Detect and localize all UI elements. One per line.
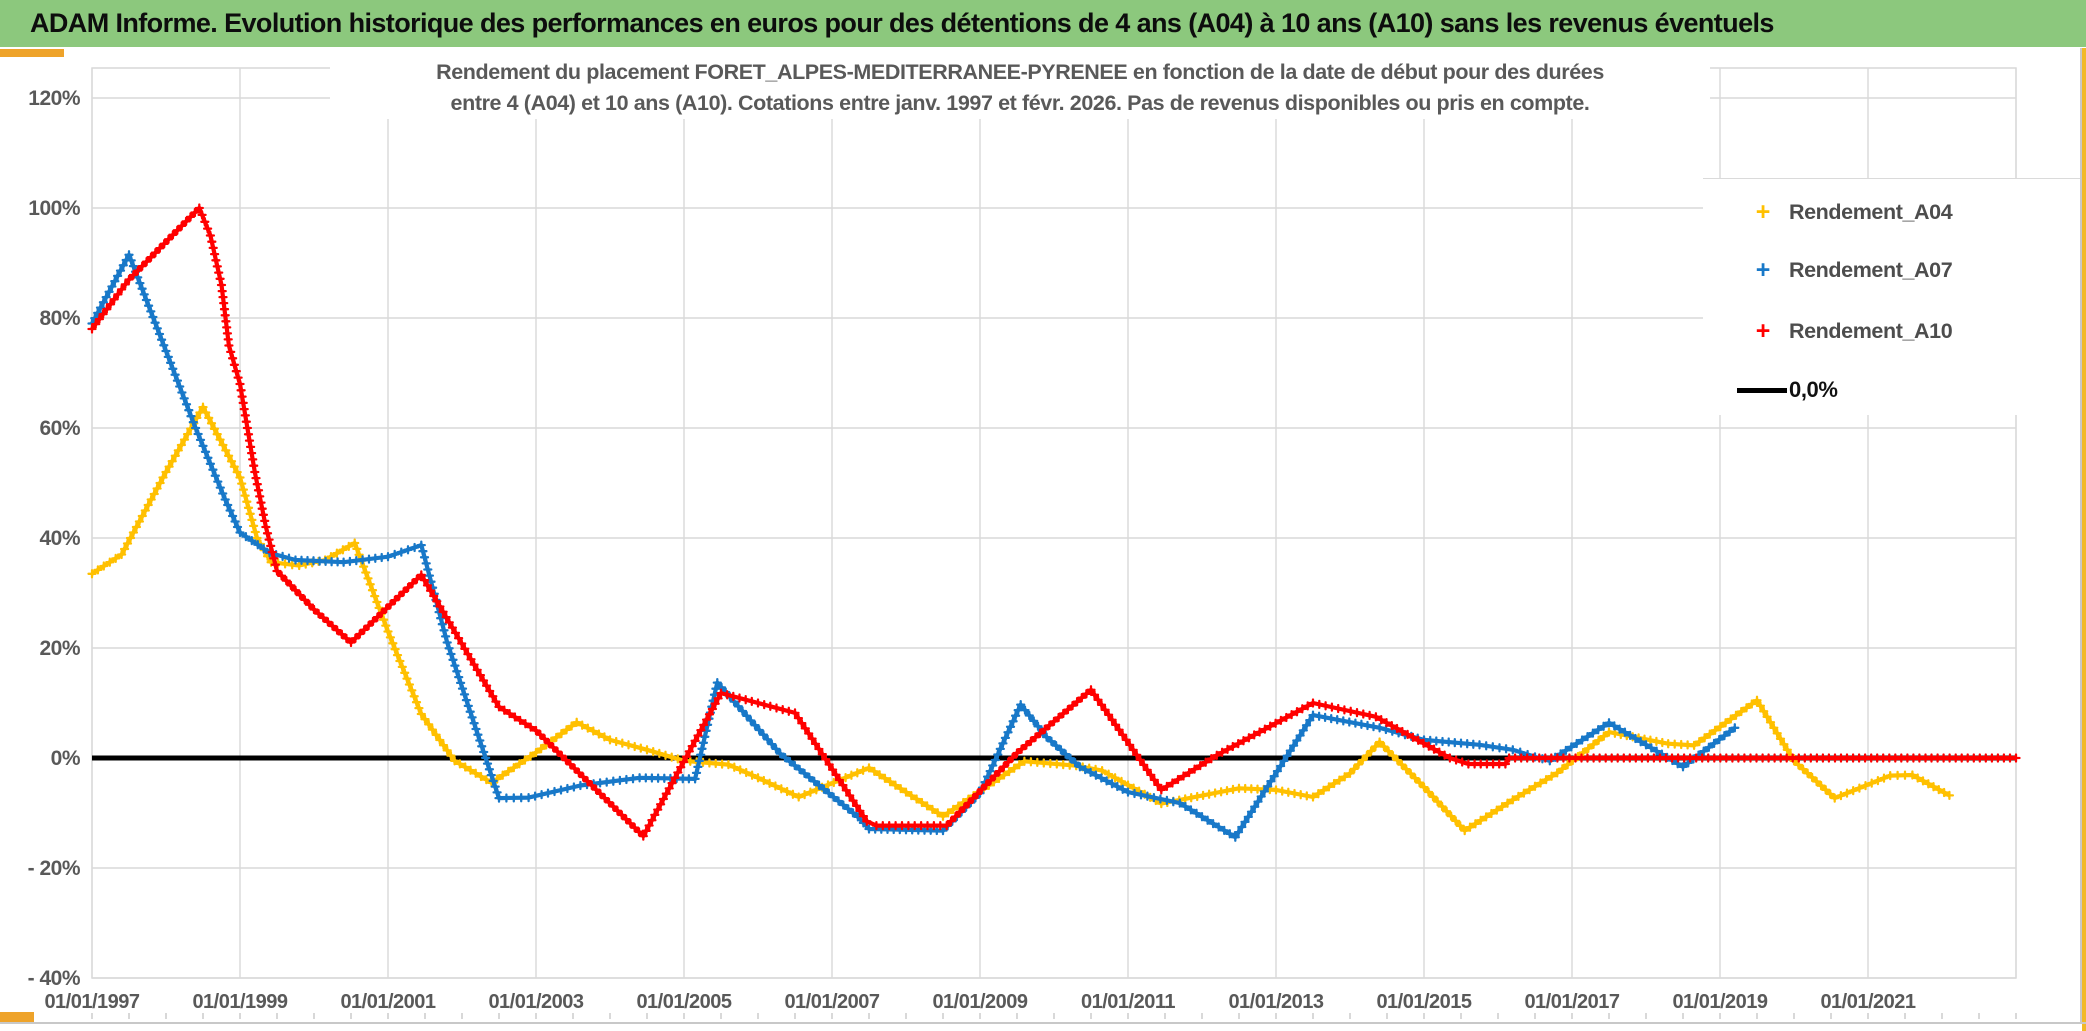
- series-markers-rendement_a07: [87, 250, 1740, 842]
- legend-label: Rendement_A07: [1789, 257, 1953, 282]
- x-tick-label: 01/01/1999: [192, 991, 287, 1013]
- accent-right: [2082, 48, 2086, 1031]
- y-tick-label: - 20%: [28, 857, 81, 880]
- chart-subtitle-line1: Rendement du placement FORET_ALPES-MEDIT…: [436, 60, 1604, 84]
- legend-item-rendement_a07[interactable]: + Rendement_A07: [1737, 254, 1953, 286]
- x-tick-label: 01/01/2015: [1376, 991, 1471, 1013]
- y-tick-label: 40%: [39, 527, 80, 550]
- y-tick-label: 80%: [39, 307, 80, 330]
- chart-frame-bottom-border: [0, 1022, 2086, 1024]
- page-title: ADAM Informe. Evolution historique des p…: [30, 8, 1774, 38]
- x-tick-label: 01/01/2019: [1672, 991, 1767, 1013]
- x-tick-label: 01/01/2009: [932, 991, 1027, 1013]
- y-tick-label: 60%: [39, 417, 80, 440]
- series-line-rendement_a07: [90, 252, 1737, 840]
- accent-bottom-left: [0, 1012, 34, 1022]
- series-markers-rendement_a04: [87, 402, 1955, 836]
- legend-label: Rendement_A04: [1789, 199, 1953, 224]
- x-tick-label: 01/01/2013: [1228, 991, 1323, 1013]
- chart-subtitle: Rendement du placement FORET_ALPES-MEDIT…: [330, 57, 1710, 119]
- chart-frame-right-border: [2080, 48, 2082, 1022]
- title-bar: ADAM Informe. Evolution historique des p…: [0, 0, 2086, 47]
- x-tick-label: 01/01/2003: [488, 991, 583, 1013]
- y-tick-label: 120%: [28, 87, 81, 110]
- x-tick-label: 01/01/2007: [784, 991, 879, 1013]
- x-tick-label: 01/01/2011: [1081, 991, 1175, 1013]
- y-tick-label: - 40%: [28, 967, 81, 990]
- legend-plus-marker-icon: +: [1755, 256, 1771, 284]
- x-tick-label: 01/01/1997: [44, 991, 139, 1013]
- legend-plus-marker-icon: +: [1755, 317, 1771, 345]
- legend-plus-marker-icon: +: [1755, 198, 1771, 226]
- y-tick-label: 20%: [39, 637, 80, 660]
- chart-legend: + Rendement_A04 + Rendement_A07 + Rendement_A…: [1703, 178, 2080, 415]
- legend-item-rendement_a04[interactable]: + Rendement_A04: [1737, 196, 1953, 228]
- x-tick-label: 01/01/2001: [340, 991, 435, 1013]
- series-line-rendement_a04: [90, 405, 1951, 833]
- x-tick-label: 01/01/2005: [636, 991, 731, 1013]
- legend-item-rendement_a10[interactable]: + Rendement_A10: [1737, 315, 1953, 347]
- legend-label: Rendement_A10: [1789, 318, 1953, 343]
- chart-subtitle-line2: entre 4 (A04) et 10 ans (A10). Cotations…: [450, 91, 1590, 115]
- y-tick-label: 0%: [51, 747, 81, 770]
- zero-line-swatch-icon: [1737, 387, 1787, 393]
- legend-item-zero-line[interactable]: 0,0%: [1737, 374, 1838, 406]
- x-tick-label: 01/01/2017: [1524, 991, 1619, 1013]
- accent-top-left: [0, 49, 64, 57]
- series-markers-rendement_a10: [87, 203, 2021, 841]
- legend-zero-label: 0,0%: [1789, 377, 1838, 402]
- x-tick-label: 01/01/2021: [1820, 991, 1915, 1013]
- y-tick-label: 100%: [28, 197, 81, 220]
